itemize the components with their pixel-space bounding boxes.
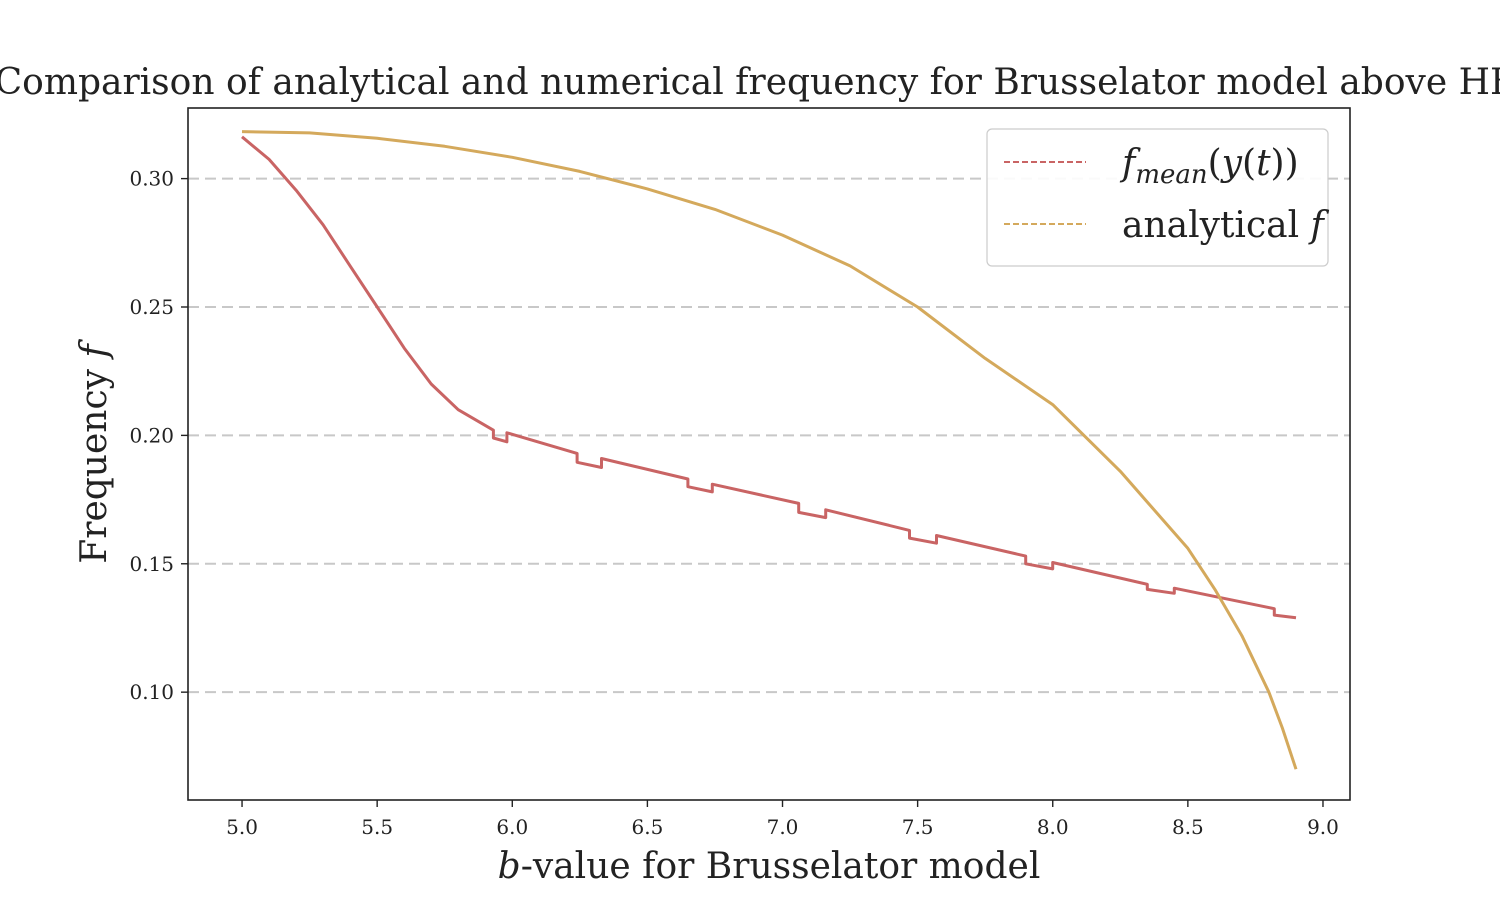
y-tick-label: 0.10 bbox=[129, 680, 174, 704]
x-tick-label: 6.5 bbox=[631, 815, 663, 839]
grid-lines bbox=[188, 177, 1350, 694]
plot-frame bbox=[187, 107, 1351, 801]
y-axis-label-var: f bbox=[74, 339, 115, 361]
x-tick-label: 7.5 bbox=[902, 815, 934, 839]
y-axis-label-text: Frequency bbox=[74, 358, 115, 564]
y-tick-label: 0.25 bbox=[129, 295, 174, 319]
x-tick-label: 8.0 bbox=[1037, 815, 1069, 839]
x-axis-label-text: -value for Brusselator model bbox=[521, 846, 1041, 887]
series-layer bbox=[241, 130, 1298, 770]
y-tick-label: 0.15 bbox=[129, 552, 174, 576]
legend-box bbox=[986, 128, 1329, 267]
legend: fmean(y(t)) analytical f bbox=[986, 128, 1330, 267]
y-tick-label: 0.30 bbox=[129, 167, 174, 191]
y-axis-label: Frequency f bbox=[74, 339, 115, 564]
x-tick-label: 5.0 bbox=[226, 815, 258, 839]
x-axis-label: b-value for Brusselator model bbox=[498, 846, 1041, 887]
x-tick-label: 9.0 bbox=[1307, 815, 1339, 839]
x-tick-label: 6.0 bbox=[496, 815, 528, 839]
series-line-2 bbox=[241, 130, 1298, 770]
series-line-1 bbox=[241, 135, 1297, 620]
y-tick-label: 0.20 bbox=[129, 423, 174, 447]
x-axis-label-var: b bbox=[498, 846, 521, 887]
x-axis-ticks: 5.0 5.5 6.0 6.5 7.0 7.5 8.0 8.5 9.0 bbox=[226, 800, 1339, 839]
x-tick-label: 5.5 bbox=[361, 815, 393, 839]
y-axis-ticks: 0.10 0.15 0.20 0.25 0.30 bbox=[129, 167, 188, 704]
chart-title: Comparison of analytical and numerical f… bbox=[0, 62, 1500, 103]
legend-label: fmean(y(t)) bbox=[1119, 143, 1299, 190]
x-tick-label: 7.0 bbox=[767, 815, 799, 839]
x-tick-label: 8.5 bbox=[1172, 815, 1204, 839]
legend-label: analytical f bbox=[1122, 205, 1330, 246]
